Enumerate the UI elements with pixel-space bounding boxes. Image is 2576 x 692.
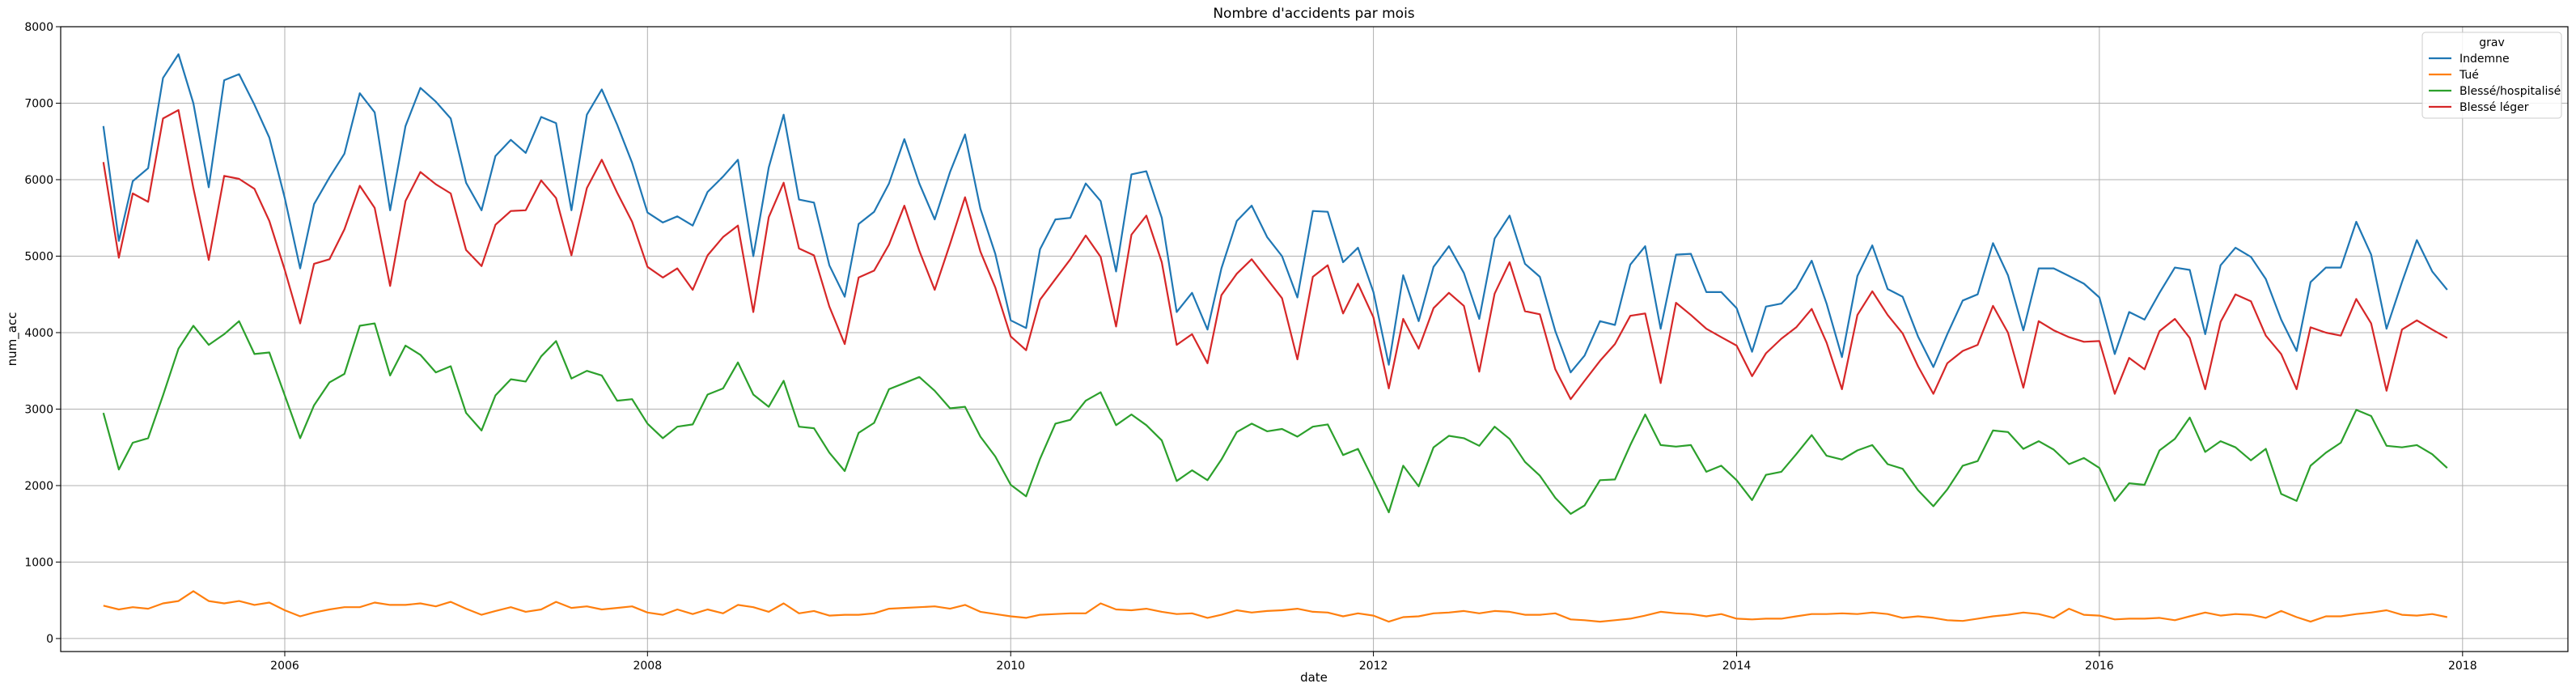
axis-ticks: 0 1000 2000 3000 4000 5000 6000 7000 8000 2006 200… [24,21,2476,673]
legend-items: Indemne Tué Blessé/hospitalisé Blessé léger [2429,53,2561,114]
y-tick-label: 2000 [24,480,53,493]
series-lines [102,53,2448,623]
x-axis-title: date [1300,670,1328,685]
x-tick-label: 2016 [2085,660,2114,673]
y-tick-label: 8000 [24,21,53,34]
y-tick-label: 4000 [24,327,53,340]
x-tick-label: 2008 [633,660,662,673]
x-tick-label: 2006 [270,660,299,673]
y-tick-label: 0 [46,633,53,646]
grid-lines [61,26,2568,652]
x-tick-label: 2014 [1722,660,1752,673]
plot-frame [60,26,2569,652]
series-line-indemne [102,53,2448,374]
x-tick-label: 2018 [2448,660,2477,673]
series-line-tue [103,590,2448,623]
y-tick-label: 6000 [24,174,53,187]
legend-label-blesse-leger: Blessé léger [2459,101,2529,114]
series-line-blesse-leger [102,108,2448,401]
legend-label-tue: Tué [2459,69,2479,82]
x-tick-label: 2012 [1359,660,1388,673]
y-axis-title: num_acc [5,312,20,367]
legend-label-blesse-hospitalise: Blessé/hospitalisé [2459,85,2561,98]
y-tick-label: 1000 [24,556,53,569]
series-line-blesse-hospitalise [102,320,2448,516]
x-tick-label: 2010 [996,660,1025,673]
y-tick-label: 3000 [24,403,53,416]
legend-label-indemne: Indemne [2459,53,2510,66]
legend-title: grav [2479,36,2505,49]
y-tick-label: 5000 [24,250,53,263]
legend-box [2421,32,2562,119]
legend: grav Indemne Tué Blessé/hospitalisé Blessé … [2421,32,2562,119]
chart-title: Nombre d'accidents par mois [1213,6,1414,22]
y-tick-label: 7000 [24,97,53,110]
